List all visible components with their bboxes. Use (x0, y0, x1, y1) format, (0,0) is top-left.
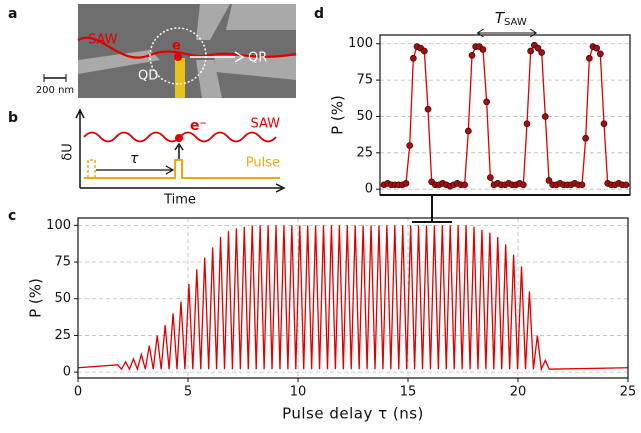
label: Pulse (246, 156, 280, 171)
x-tick-label: 5 (184, 385, 192, 400)
data-point (534, 44, 542, 52)
data-point (420, 47, 428, 55)
pulse-schematic: τ e⁻ SAW Pulse δU Time (61, 108, 286, 208)
label: SAW (88, 33, 118, 48)
data-point (582, 134, 590, 142)
data-point (406, 142, 414, 149)
label: SAW (250, 117, 280, 132)
y-tick-label: 100 (46, 218, 71, 233)
data-point (545, 177, 553, 184)
label: e⁻ (190, 118, 207, 134)
y-tick-label: 75 (356, 73, 373, 88)
data-point (600, 120, 608, 128)
data-point (585, 54, 593, 62)
panel-label: b (8, 110, 18, 126)
data-point (527, 47, 535, 55)
data-point (523, 120, 531, 128)
x-tick-label: 10 (290, 385, 307, 400)
data-point (519, 181, 527, 189)
data-point (409, 54, 417, 62)
panel-label: c (8, 208, 16, 224)
x-tick-label: 15 (400, 385, 417, 400)
label: e (172, 39, 181, 54)
scale-bar-label: 200 nm (36, 85, 74, 96)
y-axis-label: P (%) (329, 95, 347, 135)
micrograph: SAW e QD QR 200 nm (36, 4, 297, 98)
annotation: TSAW (495, 9, 527, 29)
data-point (578, 181, 586, 189)
data-point (541, 113, 549, 120)
data-point (483, 98, 491, 106)
y-tick-label: 0 (63, 365, 71, 380)
axis-label: δU (61, 143, 76, 160)
axis-label: Time (163, 193, 196, 208)
data-point (424, 105, 432, 113)
y-axis-label: P (%) (27, 278, 45, 318)
x-axis-label: Pulse delay τ (ns) (282, 405, 424, 423)
annotation-main: T (495, 9, 506, 27)
x-tick-label: 25 (620, 385, 637, 400)
x-tick-label: 0 (74, 385, 82, 400)
annotation-subscript: SAW (504, 17, 527, 28)
panel-label: a (8, 6, 17, 22)
data-point (538, 49, 546, 56)
data-point (593, 44, 601, 52)
data-point (486, 174, 494, 181)
plot-frame (379, 34, 631, 196)
data-point (402, 180, 410, 187)
data-point (464, 127, 472, 135)
y-tick-label: 25 (356, 145, 373, 160)
data-point (461, 181, 469, 189)
arrow-head (476, 28, 538, 38)
data-point (468, 52, 476, 59)
y-tick-label: 100 (348, 36, 373, 51)
y-tick-label: 75 (54, 255, 71, 270)
label: QR (248, 51, 267, 66)
data-line (77, 225, 629, 372)
y-tick-label: 50 (54, 291, 71, 306)
plot-frame (77, 217, 629, 379)
data-point (596, 50, 604, 58)
data-point (479, 46, 487, 53)
y-tick-label: 50 (356, 109, 373, 124)
data-line (383, 44, 626, 187)
x-tick-label: 20 (510, 385, 527, 400)
label: QD (138, 69, 158, 84)
label: τ (130, 151, 139, 167)
data-point (622, 181, 630, 189)
panel-label: d (314, 6, 324, 22)
y-tick-label: 25 (54, 328, 71, 343)
y-tick-label: 0 (365, 182, 373, 197)
